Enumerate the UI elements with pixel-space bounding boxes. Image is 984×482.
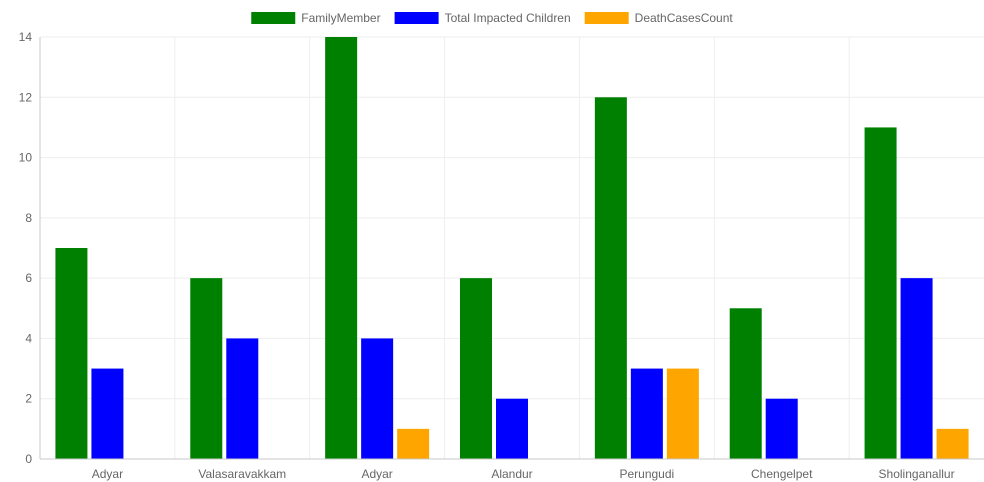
bar-total-impacted-children-1[interactable] xyxy=(226,338,259,459)
bar-familymember-4[interactable] xyxy=(594,97,627,460)
bar-familymember-5[interactable] xyxy=(729,308,762,459)
legend-item-total-impacted-children[interactable]: Total Impacted Children xyxy=(394,11,571,25)
y-tick-label: 4 xyxy=(25,331,32,345)
bar-familymember-1[interactable] xyxy=(190,278,223,459)
x-tick-label: Alandur xyxy=(491,467,532,481)
y-tick-label: 2 xyxy=(25,392,32,406)
y-tick-label: 6 xyxy=(25,271,32,285)
y-tick-label: 8 xyxy=(25,211,32,225)
legend-swatch xyxy=(251,12,296,24)
x-tick-label: Chengelpet xyxy=(751,467,813,481)
x-tick-labels: Adyar Valasaravakkam Adyar Alandur Perungudi… xyxy=(92,467,955,481)
legend-label: DeathCasesCount xyxy=(635,11,734,25)
bar-total-impacted-children-6[interactable] xyxy=(900,278,933,459)
bar-total-impacted-children-5[interactable] xyxy=(765,398,798,459)
bar-deathcasescount-4[interactable] xyxy=(666,368,699,459)
y-tick-label: 14 xyxy=(19,30,33,44)
bar-familymember-2[interactable] xyxy=(325,37,358,459)
x-tick-label: Sholinganallur xyxy=(879,467,955,481)
bar-deathcasescount-6[interactable] xyxy=(936,428,969,459)
x-tick-label: Valasaravakkam xyxy=(198,467,286,481)
y-tick-labels: 0 2 4 6 8 10 12 14 xyxy=(19,30,33,466)
legend-label: Total Impacted Children xyxy=(445,11,571,25)
bar-total-impacted-children-4[interactable] xyxy=(630,368,663,459)
legend-swatch xyxy=(584,12,629,24)
legend-item-deathcasescount[interactable]: DeathCasesCount xyxy=(584,11,734,25)
bar-familymember-0[interactable] xyxy=(55,248,88,459)
bar-familymember-6[interactable] xyxy=(864,127,897,459)
bars xyxy=(55,37,969,460)
x-tick-label: Perungudi xyxy=(619,467,674,481)
y-tick-label: 10 xyxy=(19,151,33,165)
grid-lines xyxy=(40,36,984,459)
bar-total-impacted-children-2[interactable] xyxy=(361,338,394,459)
bar-deathcasescount-2[interactable] xyxy=(397,428,430,459)
legend-label: FamilyMember xyxy=(301,11,380,25)
bar-total-impacted-children-0[interactable] xyxy=(91,368,124,459)
y-tick-label: 12 xyxy=(19,90,33,104)
bar-total-impacted-children-3[interactable] xyxy=(496,398,528,459)
bar-familymember-3[interactable] xyxy=(460,278,492,459)
x-tick-label: Adyar xyxy=(92,467,123,481)
x-tick-label: Adyar xyxy=(361,467,392,481)
axes xyxy=(39,37,984,460)
legend-swatch xyxy=(394,12,439,24)
legend-item-familymember[interactable]: FamilyMember xyxy=(251,11,381,25)
y-tick-label: 0 xyxy=(25,452,32,466)
legend[interactable]: FamilyMember Total Impacted Children Death… xyxy=(251,11,733,25)
